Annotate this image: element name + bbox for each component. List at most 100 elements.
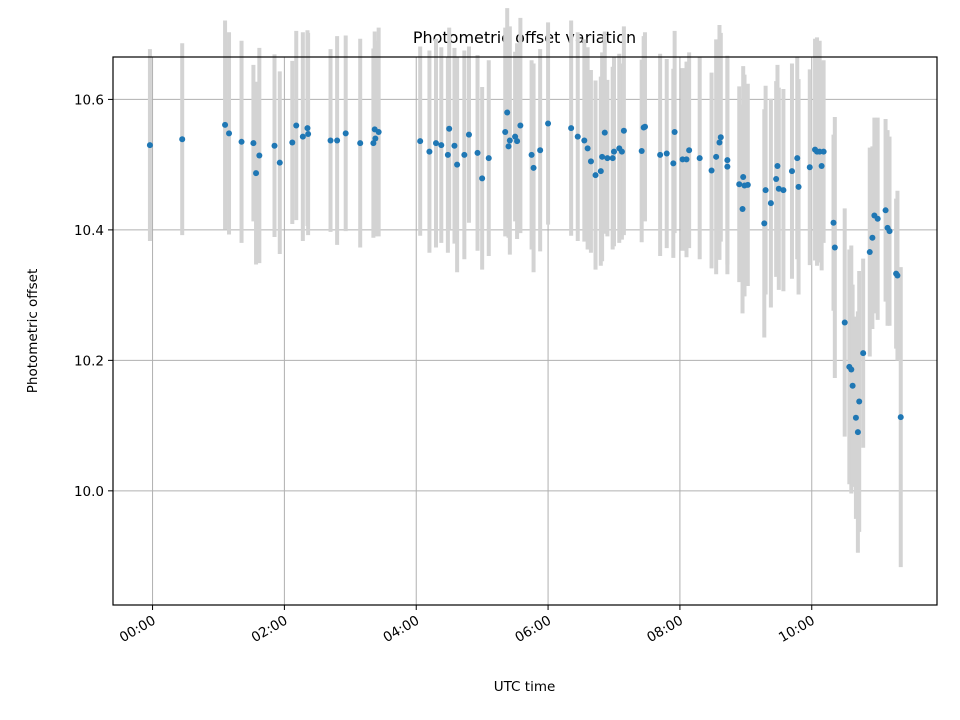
data-point — [599, 153, 606, 160]
data-point — [514, 138, 521, 145]
data-point — [426, 148, 433, 155]
data-point — [375, 129, 382, 136]
data-point — [250, 140, 257, 147]
data-point — [740, 174, 747, 181]
data-point — [620, 127, 627, 134]
data-point — [724, 157, 731, 164]
data-point — [686, 147, 693, 154]
data-point — [716, 139, 723, 146]
data-point — [438, 142, 445, 149]
data-point — [739, 206, 746, 213]
data-point — [795, 183, 802, 190]
data-point — [512, 133, 519, 140]
data-point — [505, 143, 512, 150]
data-point — [609, 155, 616, 162]
data-point — [775, 185, 782, 192]
data-point — [762, 187, 769, 194]
y-tick-label: 10.6 — [74, 92, 104, 108]
data-point — [897, 414, 904, 421]
data-point — [886, 228, 893, 235]
y-tick-label: 10.2 — [74, 353, 104, 369]
data-point — [444, 151, 451, 158]
data-point — [574, 133, 581, 140]
data-point — [724, 163, 731, 170]
data-point — [663, 150, 670, 157]
data-point — [849, 382, 856, 389]
data-point — [372, 135, 379, 142]
data-point — [856, 398, 863, 405]
data-point — [253, 170, 260, 177]
data-point — [417, 138, 424, 145]
data-point — [670, 160, 677, 167]
data-point — [537, 147, 544, 154]
data-point — [866, 249, 873, 256]
data-point — [874, 215, 881, 222]
y-axis-label: Photometric offset — [25, 269, 41, 393]
data-point — [831, 244, 838, 251]
data-point — [357, 140, 364, 147]
data-point — [327, 137, 334, 144]
y-ticks: 10.0 10.2 10.4 10.6 — [74, 92, 113, 500]
x-axis-label: UTC time — [494, 679, 556, 695]
data-point — [454, 161, 461, 168]
data-point — [717, 134, 724, 141]
data-point — [474, 149, 481, 156]
data-point — [592, 172, 599, 179]
data-point — [788, 168, 795, 175]
data-point — [256, 152, 263, 159]
data-point — [767, 200, 774, 207]
data-point — [882, 207, 889, 214]
data-point — [528, 151, 535, 158]
data-point — [806, 164, 813, 171]
data-point — [713, 153, 720, 160]
data-point — [597, 168, 604, 175]
data-point — [854, 429, 861, 436]
y-tick-label: 10.0 — [74, 484, 104, 500]
data-point — [780, 187, 787, 194]
data-point — [370, 140, 377, 147]
data-point — [604, 155, 611, 162]
data-point — [869, 234, 876, 241]
data-point — [342, 130, 349, 137]
data-point — [601, 129, 608, 136]
data-point — [504, 109, 511, 116]
data-point — [334, 137, 341, 144]
data-point — [671, 129, 678, 136]
data-point — [773, 175, 780, 182]
data-point — [226, 130, 233, 137]
data-point — [852, 414, 859, 421]
data-point — [545, 120, 552, 127]
data-point — [179, 136, 186, 143]
data-point — [744, 181, 751, 188]
data-point — [610, 148, 617, 155]
data-point — [794, 155, 801, 162]
data-point — [446, 125, 453, 132]
data-point — [530, 164, 537, 171]
data-point — [146, 142, 153, 149]
data-point — [618, 148, 625, 155]
data-point — [451, 142, 458, 149]
data-point — [568, 125, 575, 132]
data-point — [820, 148, 827, 155]
data-point — [485, 155, 492, 162]
data-point — [433, 140, 440, 147]
data-point — [238, 138, 245, 145]
data-point — [708, 167, 715, 174]
data-point — [818, 162, 825, 169]
points — [146, 109, 904, 436]
axes-frame — [112, 56, 938, 606]
data-point — [657, 151, 664, 158]
data-point — [736, 181, 743, 188]
data-point — [841, 319, 848, 326]
data-point — [587, 158, 594, 165]
data-point — [761, 220, 768, 227]
data-point — [774, 162, 781, 169]
data-point — [506, 137, 513, 144]
data-point — [271, 142, 278, 149]
data-point — [830, 219, 837, 226]
data-point — [584, 145, 591, 152]
data-point — [276, 159, 283, 166]
data-point — [293, 122, 300, 129]
data-point — [304, 125, 311, 132]
data-point — [848, 366, 855, 373]
